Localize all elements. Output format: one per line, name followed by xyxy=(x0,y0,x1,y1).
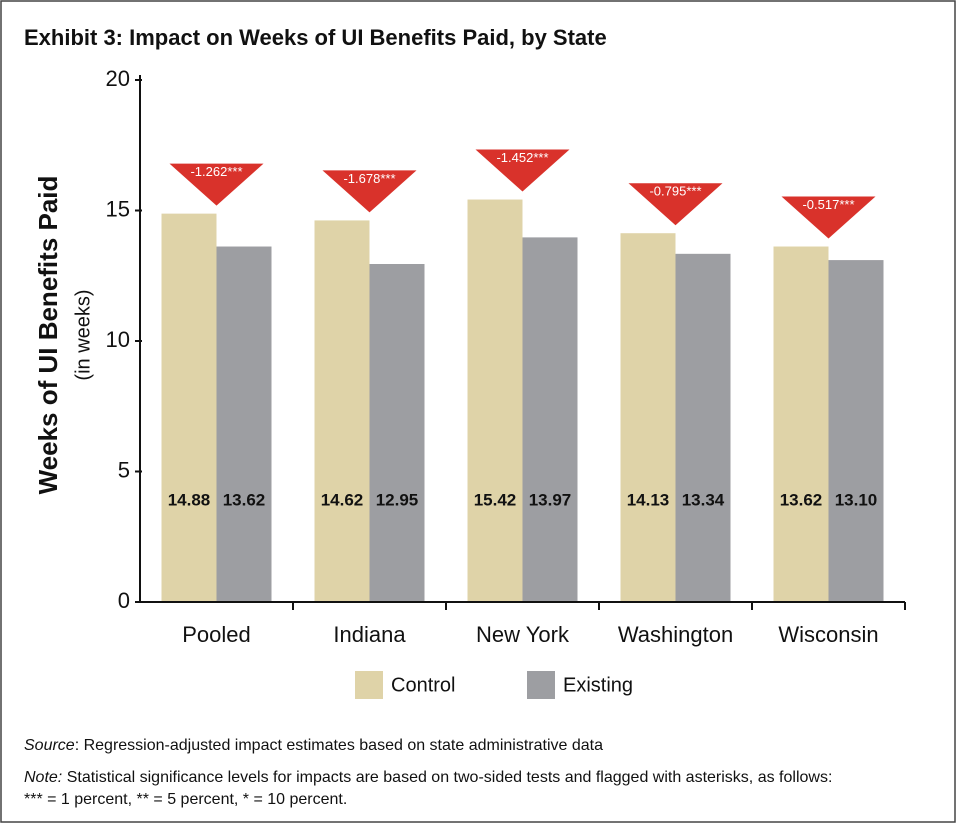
legend-label: Existing xyxy=(563,674,633,696)
x-tick-label: Washington xyxy=(618,622,733,647)
impact-marker xyxy=(475,149,570,192)
bar xyxy=(828,260,884,602)
bar xyxy=(369,264,425,602)
impact-label: -0.517*** xyxy=(802,197,854,212)
value-label: 12.95 xyxy=(376,490,419,509)
source: Source: Regression-adjusted impact estim… xyxy=(24,737,603,754)
impact-marker xyxy=(781,196,876,239)
value-label: 14.62 xyxy=(321,490,364,509)
note-text: *** = 1 percent, ** = 5 percent, * = 10 … xyxy=(24,791,347,808)
impact-label: -1.262*** xyxy=(190,164,242,179)
y-tick-label: 20 xyxy=(106,66,130,91)
impact-marker xyxy=(169,163,264,206)
impact-marker xyxy=(322,170,417,213)
x-tick-label: Indiana xyxy=(333,622,406,647)
bar xyxy=(216,246,272,602)
y-axis-sublabel: (in weeks) xyxy=(72,289,94,380)
note-text: Statistical significance levels for impa… xyxy=(62,769,832,786)
y-tick-label: 0 xyxy=(118,588,130,613)
value-label: 13.34 xyxy=(682,490,725,509)
y-axis-label: Weeks of UI Benefits Paid xyxy=(33,176,63,495)
bar xyxy=(522,237,578,602)
y-tick-label: 10 xyxy=(106,327,130,352)
bar xyxy=(675,253,731,603)
x-tick-label: New York xyxy=(476,622,570,647)
value-label: 13.10 xyxy=(835,490,878,509)
legend-swatch xyxy=(527,671,555,699)
value-label: 13.97 xyxy=(529,490,572,509)
source-text: : Regression-adjusted impact estimates b… xyxy=(75,737,603,754)
bar xyxy=(620,233,676,602)
impact-label: -1.452*** xyxy=(496,150,548,165)
bar xyxy=(314,220,370,602)
impact-marker xyxy=(628,183,723,226)
value-label: 14.13 xyxy=(627,490,670,509)
legend-label: Control xyxy=(391,674,455,696)
source-label: Source xyxy=(24,737,75,754)
impact-label: -0.795*** xyxy=(649,184,701,199)
bar xyxy=(773,246,829,602)
value-label: 15.42 xyxy=(474,490,517,509)
impact-label: -1.678*** xyxy=(343,171,395,186)
note: Note: Statistical significance levels fo… xyxy=(24,769,832,786)
y-tick-label: 15 xyxy=(106,196,130,221)
legend-swatch xyxy=(355,671,383,699)
value-label: 13.62 xyxy=(223,490,266,509)
value-label: 14.88 xyxy=(168,490,211,509)
value-label: 13.62 xyxy=(780,490,823,509)
x-tick-label: Wisconsin xyxy=(778,622,878,647)
chart-title: Exhibit 3: Impact on Weeks of UI Benefit… xyxy=(24,25,607,50)
bar xyxy=(161,213,217,602)
note-label: Note: xyxy=(24,769,62,786)
y-tick-label: 5 xyxy=(118,457,130,482)
x-tick-label: Pooled xyxy=(182,622,251,647)
bar xyxy=(467,199,523,602)
